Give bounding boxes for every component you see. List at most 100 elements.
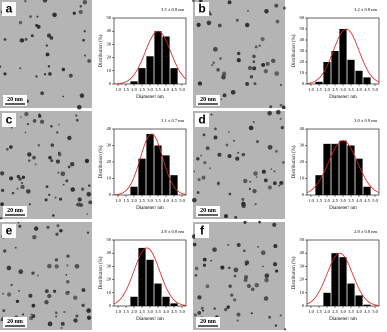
particle: [86, 191, 92, 197]
particle: [264, 277, 269, 283]
particle: [31, 271, 35, 275]
particle: [255, 176, 258, 178]
bar: [138, 158, 146, 195]
particle: [55, 232, 59, 236]
particle: [243, 278, 248, 283]
scale-bar-label: 20 nm: [200, 97, 216, 103]
particle: [202, 309, 205, 312]
particle: [27, 159, 31, 162]
particle: [82, 0, 88, 5]
y-axis-label: Distribution (%): [99, 34, 104, 67]
particle: [271, 58, 276, 64]
scale-bar-label: 20 nm: [7, 208, 23, 214]
particle: [88, 200, 93, 205]
particle: [235, 156, 240, 161]
particle: [2, 292, 5, 295]
particle: [252, 120, 255, 124]
particle: [202, 257, 207, 262]
y-tick-label: 30: [300, 48, 305, 53]
particle: [267, 144, 273, 150]
bar: [130, 186, 138, 195]
particle: [227, 243, 230, 246]
particle: [70, 161, 75, 167]
fit-curve: [113, 30, 187, 85]
particle: [50, 143, 55, 147]
fit-curve: [113, 133, 187, 196]
particle: [194, 274, 198, 277]
particle: [10, 126, 13, 129]
particle: [202, 133, 206, 137]
y-axis-label: Distribution (%): [292, 145, 297, 178]
bar: [130, 296, 138, 306]
particle: [192, 197, 197, 203]
particle: [192, 242, 197, 247]
x-tick-label: 2.5: [139, 198, 145, 203]
particle: [260, 37, 265, 42]
y-tick-label: 10: [300, 176, 305, 181]
particle: [70, 187, 75, 192]
particle: [236, 58, 241, 63]
particle: [264, 273, 270, 279]
bar: [154, 283, 162, 306]
particle: [79, 93, 85, 98]
particle: [247, 65, 253, 71]
x-tick-label: 1.0: [115, 198, 121, 203]
particle: [206, 20, 212, 26]
particle: [261, 169, 266, 174]
bar: [138, 68, 146, 84]
particle: [18, 224, 22, 228]
x-tick-label: 4.5: [171, 198, 177, 203]
particle: [282, 6, 286, 10]
y-axis-label: Distribution (%): [292, 256, 297, 289]
particle: [205, 284, 210, 289]
particle: [2, 309, 6, 313]
annotation: 3.0 ± 0.9 nm: [354, 118, 377, 123]
particle: [14, 246, 17, 249]
particle: [83, 54, 87, 57]
particle: [32, 155, 36, 160]
bar: [331, 253, 339, 306]
particle: [279, 117, 282, 120]
particle: [0, 188, 5, 192]
bar: [323, 143, 331, 195]
particle: [22, 313, 25, 316]
particle: [59, 229, 63, 233]
y-tick-label: 20: [107, 159, 112, 164]
particle: [78, 9, 83, 15]
particle: [45, 52, 50, 57]
particle: [45, 44, 48, 47]
particle: [35, 75, 38, 78]
panel-label-box: [2, 224, 16, 238]
particle: [273, 170, 276, 173]
particle: [220, 265, 225, 270]
panel-label-box: [195, 224, 209, 238]
y-tick-label: 20: [300, 59, 305, 64]
bar: [170, 68, 178, 84]
scale-bar-label: 20 nm: [200, 319, 216, 325]
particle: [212, 46, 218, 52]
panel-label: b: [198, 2, 205, 16]
particle: [228, 192, 232, 196]
particle: [47, 321, 53, 327]
particle: [73, 295, 78, 300]
particle: [241, 152, 246, 157]
particle: [34, 163, 37, 166]
x-tick-label: 4.0: [163, 87, 169, 92]
particle: [17, 221, 20, 224]
y-tick-label: 30: [107, 143, 112, 148]
particle: [32, 119, 37, 123]
particle: [57, 171, 60, 174]
fit-curve: [113, 247, 187, 306]
particle: [254, 203, 257, 206]
y-tick-label: 30: [300, 143, 305, 148]
particle: [275, 269, 279, 273]
bar: [363, 77, 371, 84]
particle: [28, 293, 33, 298]
x-tick-label: 4.5: [171, 87, 177, 92]
particle: [55, 159, 60, 164]
particle: [11, 191, 15, 195]
annotation: 3.1 ± 0.7 nm: [161, 118, 184, 123]
scale-bar-box: [196, 206, 220, 217]
particle: [86, 231, 90, 234]
tem-image: [193, 111, 285, 219]
